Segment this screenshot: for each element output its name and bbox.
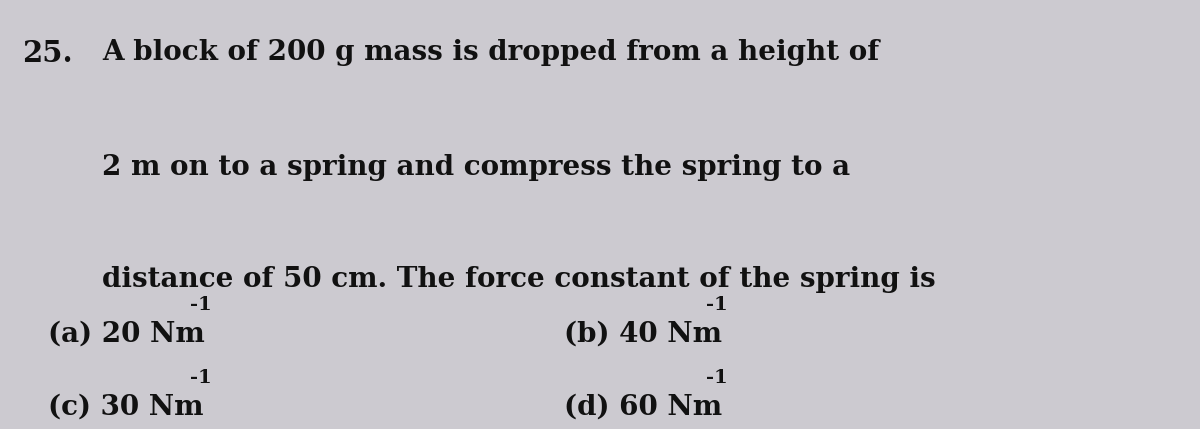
Text: (b) 40 Nm: (b) 40 Nm [564, 321, 732, 348]
Text: 2 m on to a spring and compress the spring to a: 2 m on to a spring and compress the spri… [102, 154, 850, 181]
Text: -1: -1 [190, 369, 211, 387]
Text: (a) 20 Nm: (a) 20 Nm [48, 321, 215, 348]
Text: -1: -1 [190, 296, 211, 314]
Text: 25.: 25. [22, 39, 72, 68]
Text: (d) 60 Nm: (d) 60 Nm [564, 394, 732, 421]
Text: -1: -1 [706, 296, 727, 314]
Text: A block of 200 g mass is dropped from a height of: A block of 200 g mass is dropped from a … [102, 39, 880, 66]
Text: (c) 30 Nm: (c) 30 Nm [48, 394, 214, 421]
Text: distance of 50 cm. The force constant of the spring is: distance of 50 cm. The force constant of… [102, 266, 936, 293]
Text: -1: -1 [706, 369, 727, 387]
